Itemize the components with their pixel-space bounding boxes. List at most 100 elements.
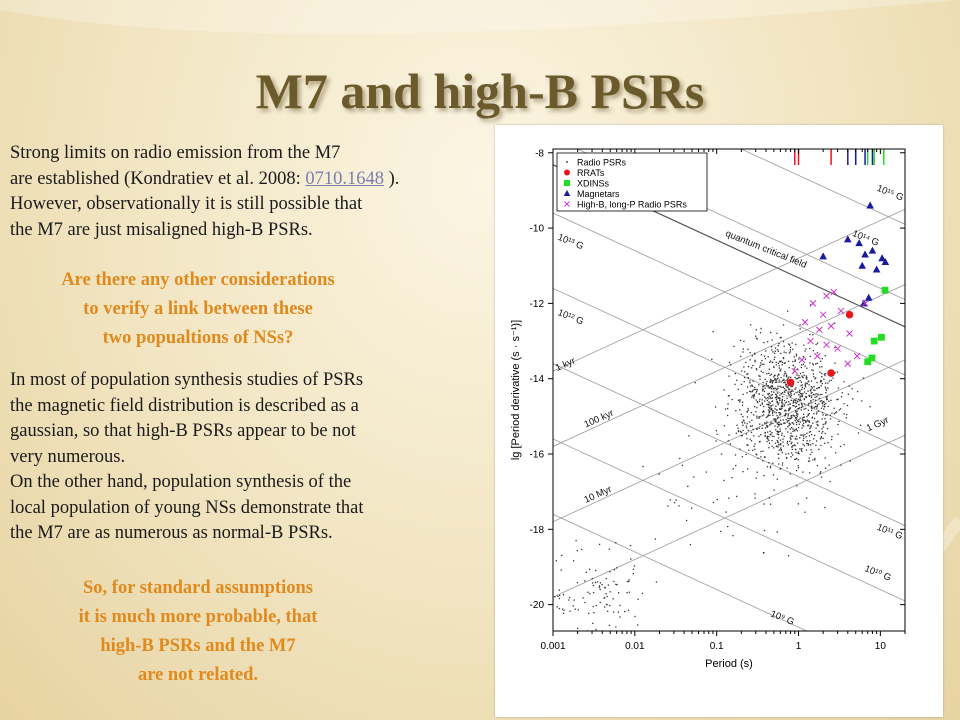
radio-psr-point	[753, 397, 755, 399]
radio-psr-point	[801, 386, 804, 389]
radio-psr-point	[561, 554, 563, 557]
radio-psr-point	[751, 396, 753, 398]
radio-psr-point	[755, 337, 758, 339]
radio-psr-point	[817, 424, 819, 426]
radio-psr-point	[796, 401, 799, 403]
radio-psr-point	[802, 371, 804, 374]
radio-psr-point	[744, 371, 746, 373]
radio-psr-point	[778, 342, 780, 345]
high-b-psr-point	[861, 300, 869, 307]
age-line	[553, 359, 905, 523]
radio-psr-point	[637, 598, 639, 600]
radio-psr-point	[746, 392, 748, 394]
radio-psr-point	[824, 417, 826, 420]
radio-psr-point	[773, 435, 775, 438]
magnetar-point	[843, 235, 852, 243]
radio-psr-point	[766, 435, 769, 438]
radio-psr-point	[773, 447, 775, 449]
radio-psr-point	[802, 416, 805, 419]
radio-psr-point	[790, 435, 792, 437]
radio-psr-point	[789, 423, 791, 425]
radio-psr-point	[777, 430, 779, 433]
radio-psr-point	[762, 371, 764, 374]
radio-psr-point	[613, 569, 616, 571]
radio-psr-point	[783, 375, 785, 377]
radio-psr-point	[800, 381, 803, 384]
radio-psr-point	[760, 370, 762, 372]
radio-psr-point	[741, 404, 744, 406]
radio-psr-point	[779, 439, 782, 441]
radio-psr-point	[771, 407, 773, 410]
radio-psr-point	[768, 435, 770, 438]
radio-psr-point	[759, 404, 762, 407]
radio-psr-point	[773, 418, 775, 420]
radio-psr-point	[788, 352, 791, 354]
radio-psr-point	[820, 380, 823, 382]
radio-psr-point	[794, 419, 796, 422]
radio-psr-point	[800, 434, 802, 436]
radio-psr-point	[803, 387, 806, 390]
radio-psr-point	[792, 360, 794, 363]
radio-psr-point	[771, 397, 774, 399]
radio-psr-point	[765, 424, 768, 427]
radio-psr-point	[766, 425, 769, 427]
radio-psr-point	[781, 392, 784, 394]
radio-psr-point	[789, 428, 791, 430]
radio-psr-point	[806, 378, 808, 380]
series-circle	[786, 310, 854, 387]
radio-psr-point	[729, 364, 732, 366]
radio-psr-point	[746, 437, 748, 440]
radio-psr-point	[796, 377, 799, 380]
radio-psr-point	[791, 448, 793, 451]
radio-psr-point	[791, 446, 793, 448]
radio-psr-point	[799, 421, 801, 423]
radio-psr-point	[815, 444, 817, 446]
radio-psr-point	[771, 412, 774, 414]
radio-psr-point	[804, 358, 806, 360]
radio-psr-point	[759, 332, 762, 334]
radio-psr-point	[805, 375, 807, 377]
radio-psr-point	[693, 476, 695, 478]
radio-psr-point	[843, 381, 845, 383]
arxiv-link[interactable]: 0710.1648	[305, 168, 385, 189]
radio-psr-point	[795, 400, 797, 402]
radio-psr-point	[770, 373, 773, 375]
radio-psr-point	[761, 415, 763, 417]
radio-psr-point	[765, 397, 767, 400]
radio-psr-point	[792, 401, 795, 403]
radio-psr-point	[801, 427, 803, 429]
radio-psr-point	[775, 412, 777, 414]
radio-psr-point	[795, 469, 798, 472]
radio-psr-point	[801, 393, 803, 395]
radio-psr-point	[818, 386, 820, 389]
radio-psr-point	[727, 525, 729, 528]
radio-psr-point	[726, 414, 729, 417]
radio-psr-point	[784, 391, 786, 393]
series-dot	[554, 304, 871, 631]
radio-psr-point	[743, 420, 745, 422]
radio-psr-point	[794, 366, 796, 368]
radio-psr-point	[793, 399, 795, 401]
radio-psr-point	[784, 362, 786, 364]
radio-psr-point	[604, 606, 606, 608]
radio-psr-point	[795, 423, 798, 426]
radio-psr-point	[746, 422, 748, 425]
radio-psr-point	[758, 393, 760, 395]
radio-psr-point	[800, 366, 802, 369]
radio-psr-point	[795, 418, 798, 421]
radio-psr-point	[790, 414, 793, 417]
radio-psr-point	[808, 402, 810, 404]
radio-psr-point	[768, 401, 770, 403]
radio-psr-point	[780, 336, 782, 339]
radio-psr-point	[824, 374, 826, 377]
radio-psr-point	[793, 423, 795, 425]
radio-psr-point	[626, 592, 628, 594]
radio-psr-point	[815, 413, 818, 415]
radio-psr-point	[591, 582, 594, 584]
intro-line-3: However, observationally it is still pos…	[10, 194, 363, 214]
xdins-point	[870, 337, 878, 345]
radio-psr-point	[755, 368, 758, 370]
radio-psr-point	[783, 362, 786, 364]
radio-psr-point	[723, 425, 726, 427]
radio-psr-point	[809, 333, 811, 336]
